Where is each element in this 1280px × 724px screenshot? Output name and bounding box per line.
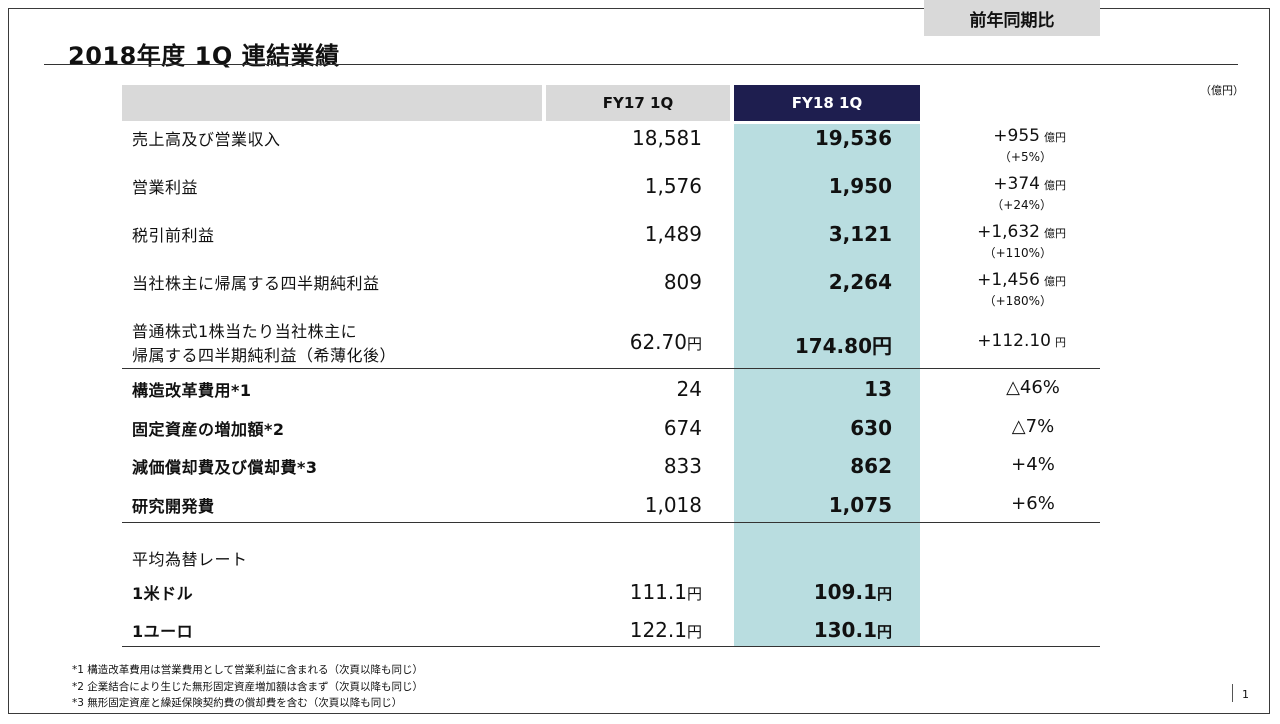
yoy-change: +374 億円: [993, 174, 1066, 194]
slide-frame: [8, 8, 1270, 714]
row-label: 研究開発費: [132, 497, 215, 516]
fy18-value: 1,075: [828, 493, 892, 517]
header-fy18: FY18 1Q: [734, 85, 920, 121]
yoy-change: +112.10 円: [977, 331, 1066, 351]
fy17-value: 62.70円: [629, 330, 702, 354]
fy18-value: 3,121: [828, 222, 892, 246]
yoy-change: +4%: [1011, 454, 1055, 475]
table-row: 当社株主に帰属する四半期純利益 809 2,264 +1,456 億円 （+180…: [0, 270, 1280, 308]
yoy-change: △46%: [1006, 377, 1060, 398]
row-label: 構造改革費用*1: [132, 381, 252, 400]
table-row: 税引前利益 1,489 3,121 +1,632 億円 （+110%）: [0, 222, 1280, 260]
page-number: 1: [1242, 688, 1249, 701]
table-row: 減価償却費及び償却費*3 833 862 +4%: [0, 454, 1280, 482]
unit-note: （億円）: [1200, 84, 1244, 97]
footnote-1: *1 構造改革費用は営業費用として営業利益に含まれる（次頁以降も同じ）: [72, 664, 423, 676]
yoy-change: △7%: [1011, 416, 1055, 437]
table-row: 営業利益 1,576 1,950 +374 億円 （+24%）: [0, 174, 1280, 212]
row-label: 営業利益: [132, 178, 199, 197]
yoy-percent: （+24%）: [991, 198, 1052, 212]
row-label-line2: 帰属する四半期純利益（希薄化後）: [132, 346, 397, 365]
page-number-divider: [1232, 684, 1233, 702]
footnote-2: *2 企業結合により生じた無形固定資産増加額は含まず（次頁以降も同じ）: [72, 681, 424, 693]
fy18-value: 630: [850, 416, 892, 440]
fx-row-usd: 1米ドル 111.1円 109.1円: [0, 580, 1280, 608]
fy17-value: 674: [663, 416, 702, 440]
fy18-value: 13: [864, 377, 892, 401]
header-yoy: 前年同期比: [924, 0, 1100, 36]
fy18-value: 2,264: [828, 270, 892, 294]
fx-row-eur: 1ユーロ 122.1円 130.1円: [0, 618, 1280, 646]
table-row: 構造改革費用*1 24 13 △46%: [0, 377, 1280, 405]
fy17-value: 1,018: [644, 493, 702, 517]
header-fy17: FY17 1Q: [546, 85, 730, 121]
yoy-change: +1,632 億円: [977, 222, 1066, 242]
row-label: 当社株主に帰属する四半期純利益: [132, 274, 380, 293]
row-label: 1ユーロ: [132, 622, 194, 641]
title-underline: [44, 64, 1238, 65]
header-label-column: [122, 85, 542, 121]
table-row: 売上高及び営業収入 18,581 19,536 +955 億円 （+5%）: [0, 126, 1280, 164]
fy17-value: 809: [663, 270, 702, 294]
row-label: 減価償却費及び償却費*3: [132, 458, 318, 477]
fy17-value: 122.1円: [629, 618, 702, 642]
fx-heading-row: 平均為替レート: [0, 546, 1280, 574]
yoy-percent: （+180%）: [983, 294, 1052, 308]
fy18-value: 1,950: [828, 174, 892, 198]
fy18-value: 130.1円: [813, 618, 892, 642]
fy17-value: 1,489: [644, 222, 702, 246]
fy18-value: 174.80円: [794, 334, 892, 358]
fy17-value: 24: [676, 377, 702, 401]
table-row-eps: 普通株式1株当たり当社株主に 帰属する四半期純利益（希薄化後） 62.70円 1…: [0, 318, 1280, 365]
section-divider: [122, 522, 1100, 523]
table-row: 固定資産の増加額*2 674 630 △7%: [0, 416, 1280, 444]
footnote-3: *3 無形固定資産と繰延保険契約費の償却費を含む（次頁以降も同じ）: [72, 697, 403, 709]
fx-heading: 平均為替レート: [132, 550, 248, 569]
fy18-highlight-column: [734, 124, 920, 646]
fy18-value: 19,536: [814, 126, 892, 150]
yoy-percent: （+110%）: [983, 246, 1052, 260]
fy18-value: 109.1円: [813, 580, 892, 604]
section-divider: [122, 368, 1100, 369]
yoy-change: +1,456 億円: [977, 270, 1066, 290]
fy17-value: 111.1円: [629, 580, 702, 604]
slide-title: 2018年度 1Q 連結業績: [68, 42, 340, 70]
yoy-percent: （+5%）: [998, 150, 1052, 164]
row-label: 固定資産の増加額*2: [132, 420, 285, 439]
table-row: 研究開発費 1,018 1,075 +6%: [0, 493, 1280, 521]
fy17-value: 1,576: [644, 174, 702, 198]
yoy-change: +6%: [1011, 493, 1055, 514]
yoy-change: +955 億円: [993, 126, 1066, 146]
table-bottom-rule: [122, 646, 1100, 647]
row-label: 1米ドル: [132, 584, 194, 603]
fy17-value: 833: [663, 454, 702, 478]
row-label: 税引前利益: [132, 226, 215, 245]
fy18-value: 862: [850, 454, 892, 478]
row-label: 売上高及び営業収入: [132, 130, 281, 149]
row-label-line1: 普通株式1株当たり当社株主に: [132, 322, 358, 341]
fy17-value: 18,581: [632, 126, 702, 150]
